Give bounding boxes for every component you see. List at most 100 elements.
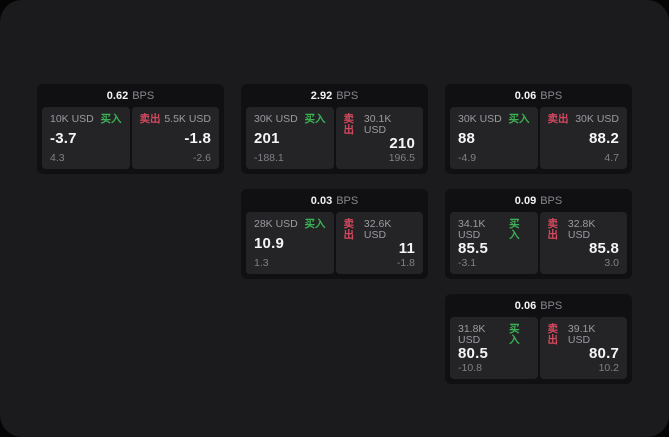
sell-top-row: 卖出 39.1K USD: [548, 324, 620, 345]
grid-cell-r1-c1: 0.62 BPS 10K USD 买入 -3.7 4.3 卖出 5.5K USD…: [37, 84, 224, 174]
card-body: 30K USD 买入 88 -4.9 卖出 30K USD 88.2 4.7: [450, 107, 627, 169]
buy-panel[interactable]: 30K USD 买入 88 -4.9: [450, 107, 538, 169]
sell-notional: 30.1K USD: [363, 113, 392, 136]
sell-tag: 卖出: [547, 323, 559, 346]
card-header: 0.06 BPS: [450, 294, 627, 317]
sell-notional: 39.1K USD: [567, 323, 596, 346]
card-header: 0.03 BPS: [246, 189, 423, 212]
quote-card[interactable]: 0.03 BPS 28K USD 买入 10.9 1.3 卖出 32.6K US…: [241, 189, 428, 279]
sell-panel[interactable]: 卖出 30K USD 88.2 4.7: [539, 107, 627, 169]
buy-price: 10.9: [254, 235, 284, 252]
buy-tag: 买入: [509, 323, 520, 346]
card-body: 34.1K USD 买入 85.5 -3.1 卖出 32.8K USD 85.8…: [450, 212, 627, 274]
quote-card[interactable]: 0.09 BPS 34.1K USD 买入 85.5 -3.1 卖出 32.8K…: [445, 189, 632, 279]
buy-top-row: 30K USD 买入: [458, 114, 530, 125]
sell-panel[interactable]: 卖出 30.1K USD 210 196.5: [335, 107, 423, 169]
sell-panel[interactable]: 卖出 32.8K USD 85.8 3.0: [539, 212, 627, 274]
card-body: 31.8K USD 买入 80.5 -10.8 卖出 39.1K USD 80.…: [450, 317, 627, 379]
buy-price: 201: [254, 130, 280, 147]
buy-top-row: 28K USD 买入: [254, 219, 326, 230]
sell-price: 210: [389, 135, 415, 153]
buy-panel[interactable]: 30K USD 买入 201 -188.1: [246, 107, 334, 169]
card-header: 2.92 BPS: [246, 84, 423, 107]
buy-tag: 买入: [304, 113, 326, 125]
bps-unit-label: BPS: [540, 299, 563, 312]
buy-notional: 30K USD: [254, 113, 298, 125]
buy-top-row: 10K USD 买入: [50, 114, 122, 125]
buy-delta: 4.3: [50, 151, 65, 164]
quote-card[interactable]: 0.06 BPS 30K USD 买入 88 -4.9 卖出 30K USD 8…: [445, 84, 632, 174]
card-body: 28K USD 买入 10.9 1.3 卖出 32.6K USD 11 -1.8: [246, 212, 423, 274]
grid-cell-r3-c3: 0.06 BPS 31.8K USD 买入 80.5 -10.8 卖出 39.1…: [445, 294, 632, 384]
buy-notional: 31.8K USD: [458, 323, 486, 346]
buy-top-row: 34.1K USD 买入: [458, 219, 530, 240]
sell-delta: 4.7: [604, 151, 619, 164]
grid-cell-r2-c3: 0.09 BPS 34.1K USD 买入 85.5 -3.1 卖出 32.8K…: [445, 189, 632, 279]
buy-delta: -3.1: [458, 256, 477, 269]
sell-panel[interactable]: 卖出 32.6K USD 11 -1.8: [335, 212, 423, 274]
sell-top-row: 卖出 32.6K USD: [344, 219, 416, 240]
buy-delta: -188.1: [254, 151, 284, 164]
sell-top-row: 卖出 30.1K USD: [344, 114, 416, 135]
sell-tag: 卖出: [139, 113, 161, 125]
buy-price: 88: [458, 130, 476, 147]
buy-panel[interactable]: 10K USD 买入 -3.7 4.3: [42, 107, 130, 169]
grid-cell-r3-c2: [241, 294, 428, 384]
bps-unit-label: BPS: [540, 194, 563, 207]
sell-notional: 30K USD: [575, 113, 619, 125]
sell-price: 11: [398, 240, 415, 258]
buy-tag: 买入: [508, 113, 530, 125]
grid-cell-r2-c2: 0.03 BPS 28K USD 买入 10.9 1.3 卖出 32.6K US…: [241, 189, 428, 279]
sell-delta: 10.2: [598, 361, 619, 374]
buy-top-row: 31.8K USD 买入: [458, 324, 530, 345]
sell-price: 88.2: [589, 130, 619, 147]
sell-tag: 卖出: [343, 218, 355, 241]
bps-value: 2.92: [310, 89, 333, 102]
buy-notional: 30K USD: [458, 113, 502, 125]
buy-notional: 34.1K USD: [458, 218, 486, 241]
sell-delta: 3.0: [604, 256, 619, 269]
card-body: 30K USD 买入 201 -188.1 卖出 30.1K USD 210 1…: [246, 107, 423, 169]
grid-cell-r1-c2: 2.92 BPS 30K USD 买入 201 -188.1 卖出 30.1K …: [241, 84, 428, 174]
card-header: 0.62 BPS: [42, 84, 219, 107]
sell-delta: -1.8: [396, 256, 415, 269]
bps-value: 0.06: [514, 299, 537, 312]
buy-price: 80.5: [458, 345, 488, 363]
card-header: 0.09 BPS: [450, 189, 627, 212]
buy-notional: 10K USD: [50, 113, 94, 125]
buy-panel[interactable]: 34.1K USD 买入 85.5 -3.1: [450, 212, 538, 274]
sell-price: 85.8: [589, 240, 619, 258]
sell-tag: 卖出: [547, 113, 569, 125]
grid-cell-r3-c1: [37, 294, 224, 384]
bps-unit-label: BPS: [132, 89, 155, 102]
sell-top-row: 卖出 5.5K USD: [140, 114, 212, 125]
card-header: 0.06 BPS: [450, 84, 627, 107]
sell-panel[interactable]: 卖出 39.1K USD 80.7 10.2: [539, 317, 627, 379]
buy-panel[interactable]: 31.8K USD 买入 80.5 -10.8: [450, 317, 538, 379]
buy-top-row: 30K USD 买入: [254, 114, 326, 125]
grid-cell-r2-c1: [37, 189, 224, 279]
bps-value: 0.06: [514, 89, 537, 102]
buy-price: -3.7: [50, 130, 77, 147]
bps-value: 0.62: [106, 89, 129, 102]
sell-price: -1.8: [184, 130, 211, 147]
buy-panel[interactable]: 28K USD 买入 10.9 1.3: [246, 212, 334, 274]
sell-delta: 196.5: [388, 151, 415, 164]
buy-tag: 买入: [304, 218, 326, 230]
quote-card[interactable]: 0.06 BPS 31.8K USD 买入 80.5 -10.8 卖出 39.1…: [445, 294, 632, 384]
bps-unit-label: BPS: [540, 89, 563, 102]
buy-price: 85.5: [458, 240, 488, 258]
sell-tag: 卖出: [547, 218, 559, 241]
buy-tag: 买入: [509, 218, 520, 241]
quote-card[interactable]: 2.92 BPS 30K USD 买入 201 -188.1 卖出 30.1K …: [241, 84, 428, 174]
sell-panel[interactable]: 卖出 5.5K USD -1.8 -2.6: [131, 107, 219, 169]
sell-notional: 32.6K USD: [363, 218, 392, 241]
buy-notional: 28K USD: [254, 218, 298, 230]
sell-notional: 32.8K USD: [567, 218, 596, 241]
sell-top-row: 卖出 30K USD: [548, 114, 620, 125]
sell-notional: 5.5K USD: [164, 113, 211, 125]
quote-card[interactable]: 0.62 BPS 10K USD 买入 -3.7 4.3 卖出 5.5K USD…: [37, 84, 224, 174]
buy-delta: 1.3: [254, 256, 269, 269]
grid-cell-r1-c3: 0.06 BPS 30K USD 买入 88 -4.9 卖出 30K USD 8…: [445, 84, 632, 174]
